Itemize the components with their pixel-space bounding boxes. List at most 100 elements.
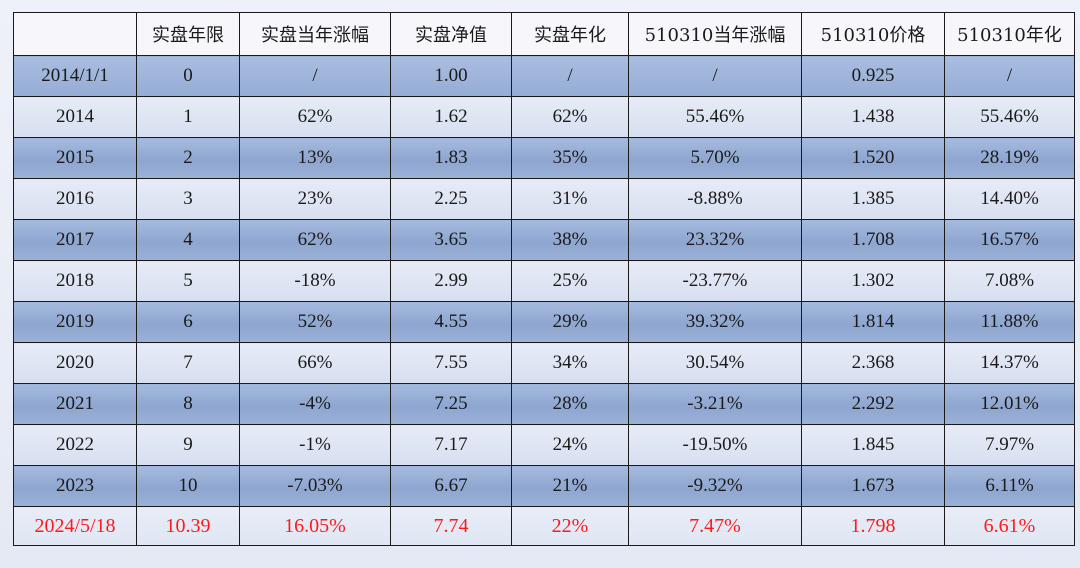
cell-etf-price: 1.438 <box>801 96 945 138</box>
cell-etf-price: 1.708 <box>801 219 945 261</box>
cell-annual-gain: -1% <box>239 424 391 466</box>
table-row: 2019 6 52% 4.55 29% 39.32% 1.814 11.88% <box>13 301 1075 343</box>
cell-annualized: 35% <box>511 137 629 179</box>
cell-years: 10 <box>136 465 240 507</box>
cell-etf-annualized: 55.46% <box>944 96 1075 138</box>
cell-etf-annual-gain: -9.32% <box>628 465 802 507</box>
cell-etf-annual-gain: 55.46% <box>628 96 802 138</box>
cell-etf-annualized: 7.08% <box>944 260 1075 302</box>
cell-etf-price: 1.673 <box>801 465 945 507</box>
cell-annualized: 34% <box>511 342 629 384</box>
cell-date: 2020 <box>13 342 137 384</box>
cell-nav: 2.25 <box>390 178 512 220</box>
table-row-latest: 2024/5/18 10.39 16.05% 7.74 22% 7.47% 1.… <box>13 506 1075 546</box>
cell-etf-annual-gain: / <box>628 55 802 97</box>
cell-date: 2014 <box>13 96 137 138</box>
cell-nav: 1.62 <box>390 96 512 138</box>
cell-etf-annualized: 14.40% <box>944 178 1075 220</box>
cell-annualized: / <box>511 55 629 97</box>
cell-annual-gain: -4% <box>239 383 391 425</box>
cell-annualized: 31% <box>511 178 629 220</box>
cell-etf-annual-gain: -19.50% <box>628 424 802 466</box>
cell-etf-annual-gain: -3.21% <box>628 383 802 425</box>
cell-etf-annual-gain: 5.70% <box>628 137 802 179</box>
cell-annual-gain: 13% <box>239 137 391 179</box>
cell-date: 2021 <box>13 383 137 425</box>
cell-nav: 3.65 <box>390 219 512 261</box>
table-row: 2021 8 -4% 7.25 28% -3.21% 2.292 12.01% <box>13 383 1075 425</box>
table-row: 2022 9 -1% 7.17 24% -19.50% 1.845 7.97% <box>13 424 1075 466</box>
cell-nav: 6.67 <box>390 465 512 507</box>
cell-annual-gain: 23% <box>239 178 391 220</box>
header-cell-etf-annualized: 510310年化 <box>944 12 1075 56</box>
header-cell-years: 实盘年限 <box>136 12 240 56</box>
cell-etf-annualized: 12.01% <box>944 383 1075 425</box>
cell-annual-gain: -7.03% <box>239 465 391 507</box>
cell-nav: 7.74 <box>390 506 512 546</box>
cell-annual-gain: / <box>239 55 391 97</box>
table-row: 2018 5 -18% 2.99 25% -23.77% 1.302 7.08% <box>13 260 1075 302</box>
table-row: 2017 4 62% 3.65 38% 23.32% 1.708 16.57% <box>13 219 1075 261</box>
header-cell-corner <box>13 12 137 56</box>
cell-nav: 1.00 <box>390 55 512 97</box>
cell-date: 2015 <box>13 137 137 179</box>
cell-etf-price: 2.368 <box>801 342 945 384</box>
cell-date: 2019 <box>13 301 137 343</box>
cell-date: 2014/1/1 <box>13 55 137 97</box>
table-row: 2014 1 62% 1.62 62% 55.46% 1.438 55.46% <box>13 96 1075 138</box>
cell-annualized: 25% <box>511 260 629 302</box>
cell-annual-gain: 66% <box>239 342 391 384</box>
cell-annualized: 29% <box>511 301 629 343</box>
header-cell-nav: 实盘净值 <box>390 12 512 56</box>
cell-nav: 7.17 <box>390 424 512 466</box>
cell-etf-annual-gain: 30.54% <box>628 342 802 384</box>
cell-etf-price: 1.814 <box>801 301 945 343</box>
cell-nav: 4.55 <box>390 301 512 343</box>
cell-etf-annual-gain: 39.32% <box>628 301 802 343</box>
cell-nav: 1.83 <box>390 137 512 179</box>
cell-etf-price: 1.798 <box>801 506 945 546</box>
cell-etf-annualized: 16.57% <box>944 219 1075 261</box>
cell-years: 6 <box>136 301 240 343</box>
cell-years: 9 <box>136 424 240 466</box>
cell-nav: 2.99 <box>390 260 512 302</box>
cell-annualized: 28% <box>511 383 629 425</box>
cell-annualized: 21% <box>511 465 629 507</box>
header-cell-annual-gain: 实盘当年涨幅 <box>239 12 391 56</box>
cell-years: 3 <box>136 178 240 220</box>
cell-date: 2017 <box>13 219 137 261</box>
cell-years: 8 <box>136 383 240 425</box>
cell-etf-annual-gain: -23.77% <box>628 260 802 302</box>
cell-years: 2 <box>136 137 240 179</box>
cell-etf-annualized: 6.61% <box>944 506 1075 546</box>
cell-date: 2022 <box>13 424 137 466</box>
cell-etf-annualized: / <box>944 55 1075 97</box>
cell-annualized: 62% <box>511 96 629 138</box>
cell-etf-price: 0.925 <box>801 55 945 97</box>
cell-nav: 7.25 <box>390 383 512 425</box>
header-cell-etf-price: 510310价格 <box>801 12 945 56</box>
cell-etf-annual-gain: 7.47% <box>628 506 802 546</box>
cell-years: 0 <box>136 55 240 97</box>
cell-years: 1 <box>136 96 240 138</box>
cell-annual-gain: 62% <box>239 96 391 138</box>
cell-date: 2024/5/18 <box>13 506 137 546</box>
cell-nav: 7.55 <box>390 342 512 384</box>
cell-years: 4 <box>136 219 240 261</box>
cell-etf-price: 1.385 <box>801 178 945 220</box>
cell-annual-gain: -18% <box>239 260 391 302</box>
cell-etf-annualized: 14.37% <box>944 342 1075 384</box>
header-cell-annualized: 实盘年化 <box>511 12 629 56</box>
cell-date: 2016 <box>13 178 137 220</box>
cell-annual-gain: 52% <box>239 301 391 343</box>
cell-etf-annualized: 11.88% <box>944 301 1075 343</box>
table-row: 2023 10 -7.03% 6.67 21% -9.32% 1.673 6.1… <box>13 465 1075 507</box>
cell-etf-annual-gain: -8.88% <box>628 178 802 220</box>
table-row: 2020 7 66% 7.55 34% 30.54% 2.368 14.37% <box>13 342 1075 384</box>
cell-etf-price: 1.520 <box>801 137 945 179</box>
cell-years: 5 <box>136 260 240 302</box>
cell-etf-annual-gain: 23.32% <box>628 219 802 261</box>
table-header-row: 实盘年限 实盘当年涨幅 实盘净值 实盘年化 510310当年涨幅 510310价… <box>13 12 1075 56</box>
cell-etf-price: 2.292 <box>801 383 945 425</box>
